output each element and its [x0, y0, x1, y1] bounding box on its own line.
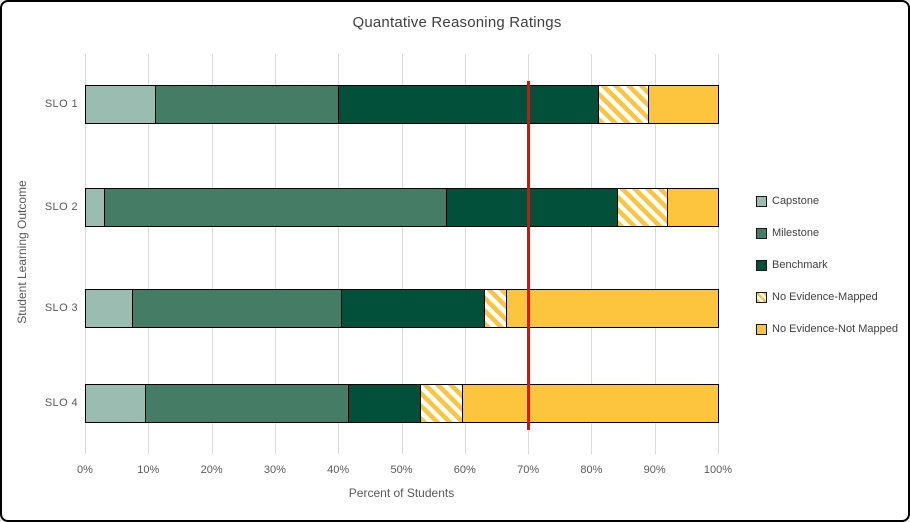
legend-item-benchmark: Benchmark	[756, 249, 898, 281]
y-category-label-slo-2: SLO 2	[44, 200, 78, 213]
bar-segment-slo-3-no-evidence-mapped	[483, 289, 507, 328]
legend-swatch-benchmark-icon	[756, 259, 767, 271]
bar-segment-slo-1-no-evidence-mapped	[597, 85, 650, 124]
x-tick-label-90%: 90%	[643, 464, 666, 476]
x-tick-label-20%: 20%	[200, 464, 223, 476]
bar-segment-slo-4-capstone	[85, 384, 147, 423]
bar-segment-slo-3-benchmark	[341, 289, 485, 328]
bar-segment-slo-2-no-evidence-mapped	[616, 188, 669, 227]
x-tick-label-70%: 70%	[517, 464, 540, 476]
legend-swatch-no-evidence-not-mapped-icon	[756, 323, 767, 335]
legend-swatch-milestone-icon	[756, 227, 767, 239]
legend-swatch-no-evidence-mapped-icon	[756, 291, 767, 303]
x-tick-label-50%: 50%	[390, 464, 413, 476]
x-tick-label-10%: 10%	[137, 464, 160, 476]
y-category-label-slo-1: SLO 1	[44, 97, 78, 110]
reference-line-70pct	[527, 81, 531, 430]
gridline-10%	[148, 54, 150, 454]
x-tick-label-80%: 80%	[580, 464, 603, 476]
legend-swatch-capstone-icon	[756, 195, 767, 207]
gridline-40%	[338, 54, 340, 454]
gridline-90%	[654, 54, 656, 454]
y-category-label-slo-4: SLO 4	[44, 396, 78, 409]
legend-label-milestone: Milestone	[772, 227, 820, 239]
bar-segment-slo-3-no-evidence-not-mapped	[505, 289, 719, 328]
x-tick-label-30%: 30%	[263, 464, 286, 476]
legend-item-capstone: Capstone	[756, 185, 898, 217]
legend-label-benchmark: Benchmark	[772, 259, 828, 271]
legend-item-no-evidence-mapped: No Evidence-Mapped	[756, 281, 898, 313]
bar-segment-slo-4-no-evidence-not-mapped	[461, 384, 719, 423]
bar-segment-slo-3-capstone	[85, 289, 134, 328]
x-tick-label-60%: 60%	[453, 464, 476, 476]
gridline-30%	[274, 54, 276, 454]
legend: Capstone Milestone Benchmark No Evidence-Ma…	[756, 185, 898, 345]
bar-segment-slo-4-benchmark	[347, 384, 422, 423]
gridline-20%	[211, 54, 213, 454]
bar-segment-slo-1-milestone	[154, 85, 340, 124]
legend-label-capstone: Capstone	[772, 195, 820, 207]
legend-label-no-evidence-mapped: No Evidence-Mapped	[772, 291, 878, 303]
bar-segment-slo-3-milestone	[132, 289, 343, 328]
gridline-50%	[401, 54, 403, 454]
x-tick-label-0%: 0%	[77, 464, 93, 476]
legend-label-no-evidence-not-mapped: No Evidence-Not Mapped	[772, 323, 898, 335]
gridline-0%	[85, 54, 86, 454]
bar-segment-slo-1-benchmark	[338, 85, 599, 124]
x-tick-label-40%: 40%	[327, 464, 350, 476]
x-tick-label-100%: 100%	[703, 464, 733, 476]
legend-item-milestone: Milestone	[756, 217, 898, 249]
gridline-80%	[591, 54, 593, 454]
gridline-100%	[718, 54, 719, 454]
bar-segment-slo-1-capstone	[85, 85, 156, 124]
bar-segment-slo-2-milestone	[103, 188, 447, 227]
chart-title: Quantative Reasoning Ratings	[352, 14, 562, 31]
legend-item-no-evidence-not-mapped: No Evidence-Not Mapped	[756, 313, 898, 345]
bar-segment-slo-4-milestone	[145, 384, 349, 423]
bar-segment-slo-1-no-evidence-not-mapped	[648, 85, 719, 124]
x-axis-title: Percent of Students	[348, 486, 455, 500]
bar-segment-slo-2-no-evidence-not-mapped	[667, 188, 719, 227]
y-category-label-slo-3: SLO 3	[44, 301, 78, 314]
gridline-60%	[464, 54, 466, 454]
bar-segment-slo-2-benchmark	[445, 188, 618, 227]
bar-segment-slo-2-capstone	[85, 188, 105, 227]
bar-segment-slo-4-no-evidence-mapped	[420, 384, 463, 423]
